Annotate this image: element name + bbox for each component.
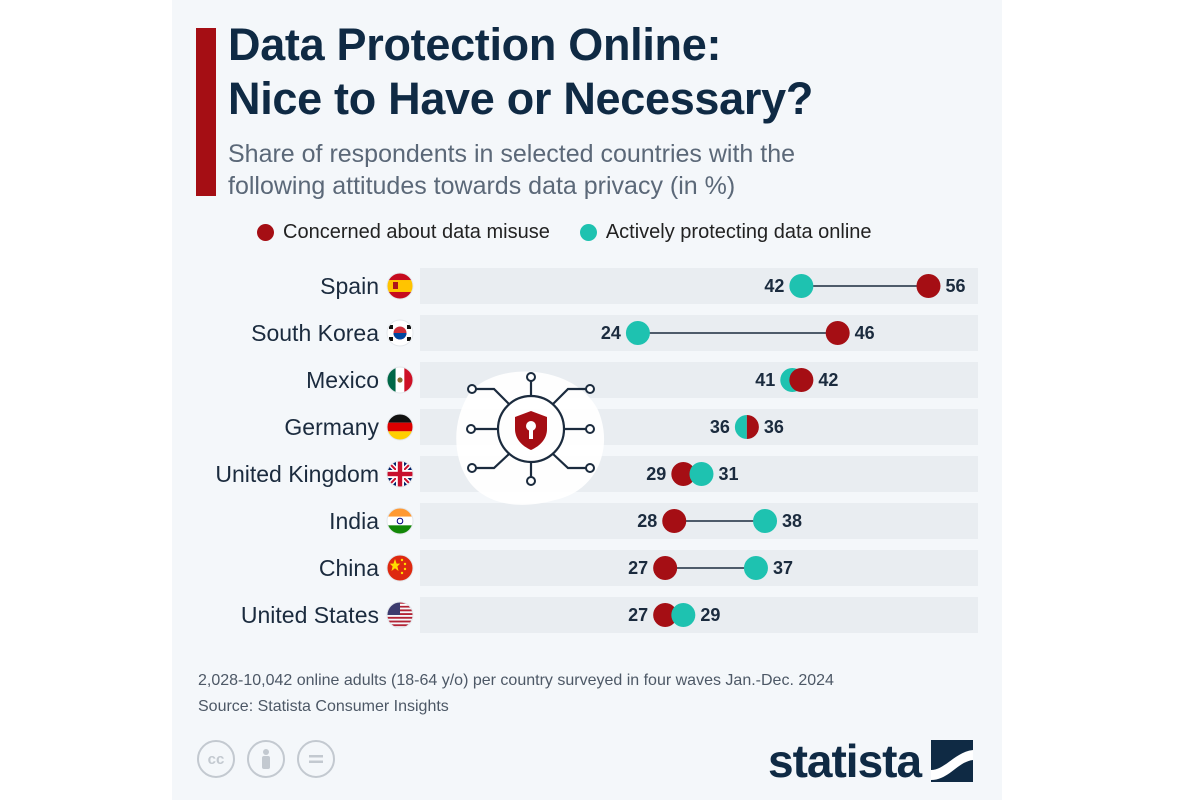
dot-protecting-india (753, 509, 778, 533)
india-flag-icon (387, 508, 413, 534)
value-label-concerned-mexico: 42 (818, 370, 838, 390)
footnote: 2,028-10,042 online adults (18-64 y/o) p… (198, 668, 834, 720)
license-icons: cc (197, 740, 347, 778)
no-derivatives-icon[interactable] (297, 740, 335, 778)
dot-concerned-china (653, 556, 678, 580)
value-label-concerned-south-korea: 46 (855, 323, 875, 343)
brand-name: statista (768, 735, 922, 787)
dot-concerned-united-states (653, 603, 678, 627)
value-label-concerned-united-states: 27 (628, 605, 648, 625)
legend-item-concerned: Concerned about data misuse (257, 221, 550, 244)
title-line-2: Nice to Have or Necessary? (228, 73, 814, 124)
value-label-protecting-china: 37 (773, 558, 793, 578)
dot-protecting-germany (734, 415, 747, 439)
survey-note: 2,028-10,042 online adults (18-64 y/o) p… (198, 672, 834, 689)
cc-icon[interactable]: cc (197, 740, 235, 778)
country-label-china: China (319, 555, 379, 581)
dot-concerned-germany (746, 415, 759, 439)
dot-concerned-india (662, 509, 687, 533)
value-label-concerned-india: 28 (637, 511, 657, 531)
country-label-united-states: United States (241, 602, 379, 628)
value-label-protecting-india: 38 (782, 511, 802, 531)
title-line-1: Data Protection Online: (228, 19, 722, 70)
united-kingdom-flag-icon (387, 461, 413, 487)
title-accent-bar (196, 28, 216, 196)
statista-logo[interactable]: statista (768, 735, 974, 787)
dot-protecting-south-korea (625, 321, 650, 345)
source-note: Source: Statista Consumer Insights (198, 698, 449, 715)
country-label-india: India (329, 508, 379, 534)
chart-subtitle: Share of respondents in selected countri… (228, 138, 795, 202)
legend-label-concerned: Concerned about data misuse (283, 220, 550, 243)
country-label-spain: Spain (320, 273, 379, 299)
country-label-united-kingdom: United Kingdom (215, 461, 379, 487)
dot-protecting-united-kingdom (689, 462, 714, 486)
shield-keyhole-circuit-icon (456, 371, 605, 505)
country-label-mexico: Mexico (306, 367, 379, 393)
legend-swatch-protecting (579, 223, 597, 241)
dot-concerned-mexico (789, 368, 814, 392)
value-label-concerned-united-kingdom: 29 (646, 464, 666, 484)
dot-protecting-china (743, 556, 768, 580)
value-label-concerned-spain: 56 (945, 276, 965, 296)
value-label-protecting-germany: 36 (710, 417, 730, 437)
row-band-united-states (420, 597, 978, 633)
china-flag-icon (387, 555, 413, 581)
attribution-icon[interactable] (247, 740, 285, 778)
value-label-protecting-united-kingdom: 31 (718, 464, 738, 484)
value-label-protecting-south-korea: 24 (601, 323, 621, 343)
legend-swatch-concerned (257, 223, 274, 241)
mexico-flag-icon (387, 367, 413, 393)
country-label-south-korea: South Korea (251, 320, 379, 346)
dot-protecting-spain (789, 274, 814, 298)
statista-mark-icon (931, 740, 974, 782)
dot-protecting-united-states (671, 603, 696, 627)
germany-flag-icon (387, 414, 413, 440)
value-label-concerned-germany: 36 (764, 417, 784, 437)
dot-concerned-south-korea (825, 321, 850, 345)
spain-flag-icon (387, 273, 413, 299)
value-label-protecting-spain: 42 (764, 276, 784, 296)
legend: Concerned about data misuse Actively pro… (257, 220, 902, 244)
value-label-protecting-united-states: 29 (700, 605, 720, 625)
south-korea-flag-icon (387, 320, 413, 346)
dot-concerned-spain (916, 274, 941, 298)
chart-title: Data Protection Online: Nice to Have or … (228, 18, 813, 126)
value-label-concerned-china: 27 (628, 558, 648, 578)
dot-concerned-united-kingdom (671, 462, 696, 486)
subtitle-line-2: following attitudes towards data privacy… (228, 172, 736, 200)
legend-label-protecting: Actively protecting data online (605, 220, 872, 243)
country-label-germany: Germany (284, 414, 379, 440)
subtitle-line-1: Share of respondents in selected countri… (228, 140, 796, 168)
legend-item-protecting: Actively protecting data online (579, 220, 872, 244)
value-label-protecting-mexico: 41 (755, 370, 775, 390)
